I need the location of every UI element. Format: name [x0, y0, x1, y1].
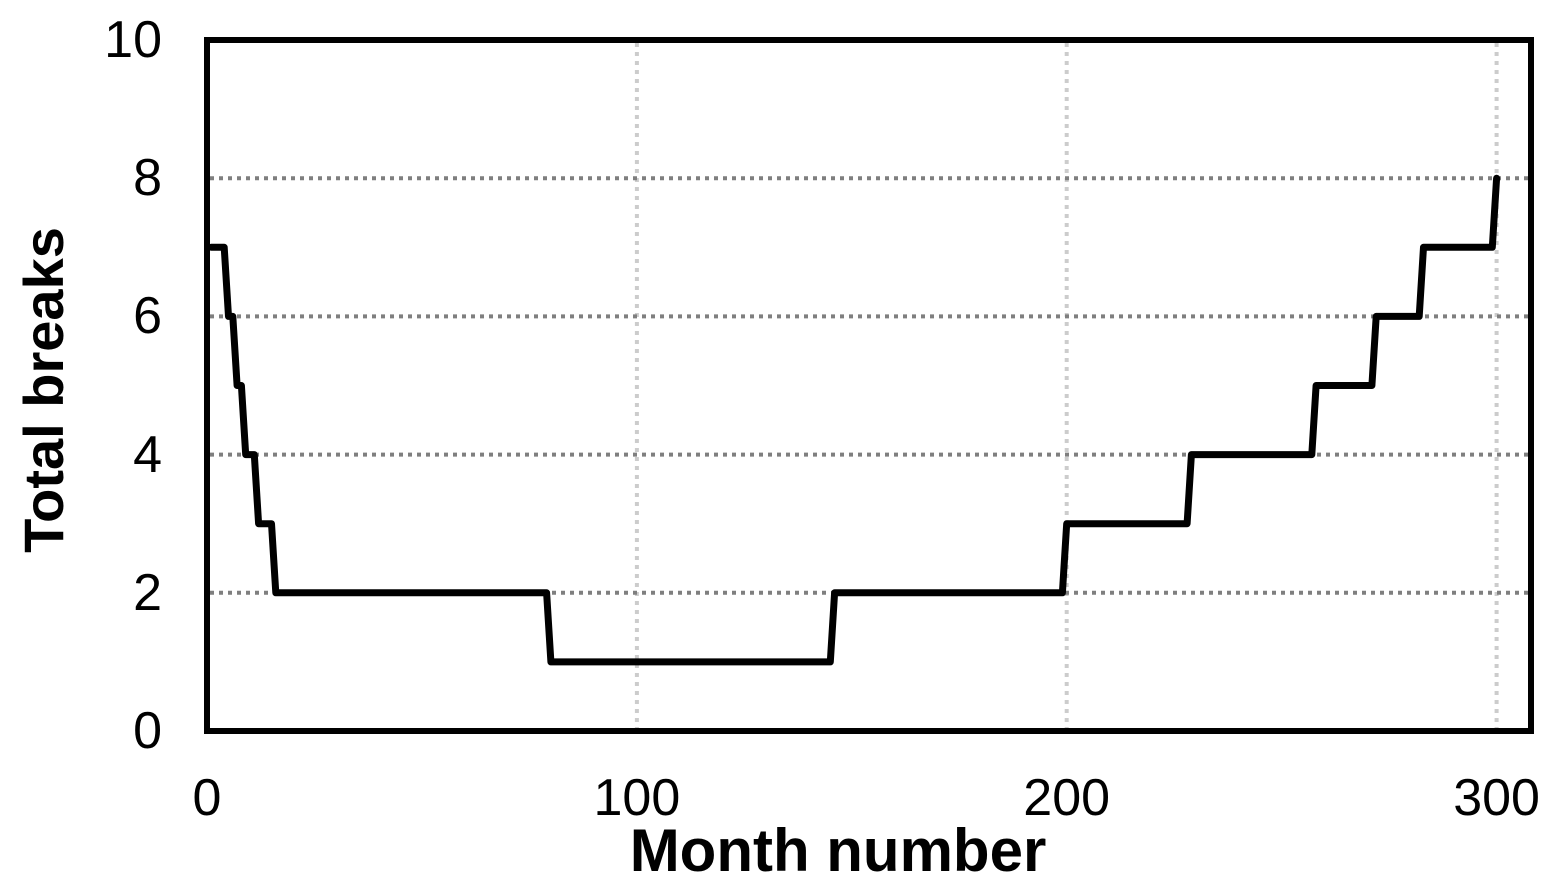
y-tick-label-6: 6: [133, 287, 162, 346]
x-tick-label-200: 200: [1023, 769, 1111, 827]
series-line-total-breaks: [207, 174, 1501, 666]
x-tick-label-300: 300: [1453, 769, 1540, 827]
y-tick-label-4: 4: [133, 425, 162, 484]
y-tick-label-0: 0: [133, 702, 162, 760]
x-tick-label-0: 0: [192, 769, 222, 827]
plot-border: [204, 37, 1534, 734]
x-tick-label-100: 100: [593, 769, 681, 827]
y-tick-label-10: 10: [104, 11, 162, 69]
y-tick-label-8: 8: [133, 149, 162, 208]
y-tick-label-2: 2: [133, 563, 162, 622]
x-axis-title: Month number: [629, 817, 1047, 884]
